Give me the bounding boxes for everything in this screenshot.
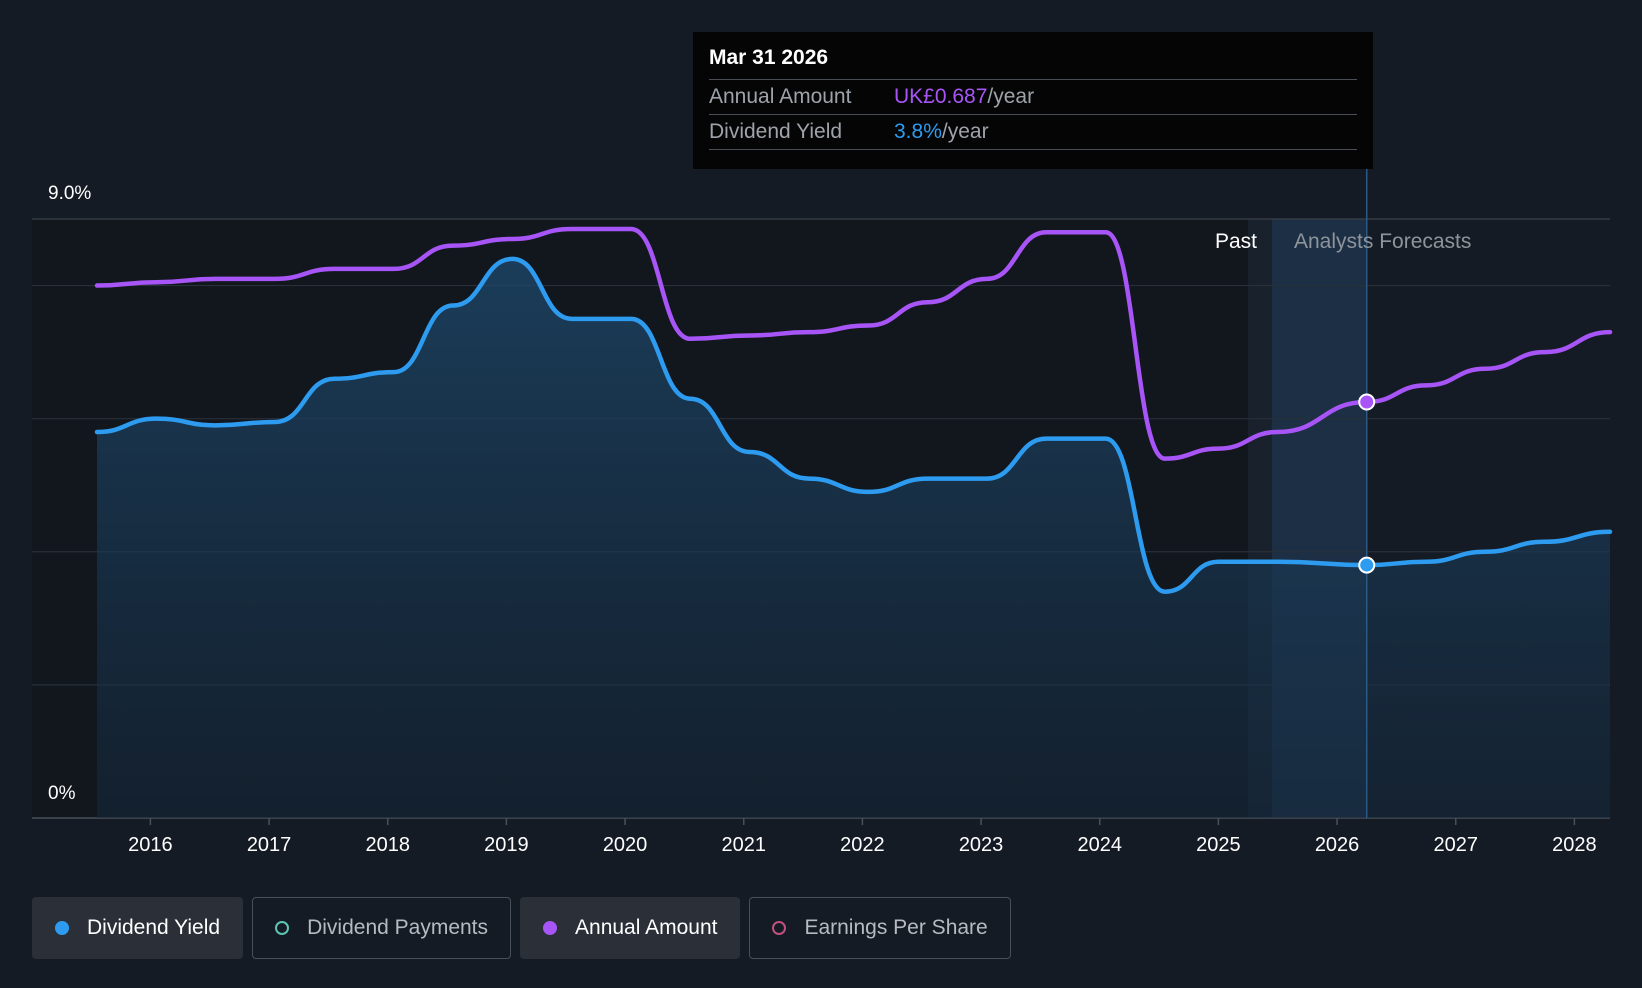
annual-amount-marker: [1358, 393, 1376, 411]
annual-amount-dot-icon: [543, 921, 558, 935]
x-tick-label-2019: 2019: [484, 834, 529, 856]
x-tick-label-2016: 2016: [128, 834, 173, 856]
legend-annual-amount-button[interactable]: Annual Amount: [520, 897, 741, 959]
x-tick-label-2026: 2026: [1315, 834, 1360, 856]
x-tick-label-2017: 2017: [247, 834, 292, 856]
x-tick-label-2022: 2022: [840, 834, 885, 856]
tooltip-row-dividend-yield: Dividend Yield 3.8% /year: [709, 115, 1357, 150]
x-tick-label-2020: 2020: [603, 834, 648, 856]
legend-dividend-yield-button[interactable]: Dividend Yield: [32, 897, 244, 959]
chart-tooltip: Mar 31 2026 Annual Amount UK£0.687 /year…: [693, 32, 1373, 169]
legend-dividend-payments-button[interactable]: Dividend Payments: [252, 897, 512, 959]
legend-earnings-per-share-button[interactable]: Earnings Per Share: [749, 897, 1011, 959]
x-tick-label-2018: 2018: [365, 834, 410, 856]
forecast-zone-label: Analysts Forecasts: [1294, 230, 1472, 253]
x-tick-label-2025: 2025: [1196, 834, 1241, 856]
tooltip-annual-amount-label: Annual Amount: [709, 85, 852, 108]
x-tick-label-2021: 2021: [721, 834, 766, 856]
chart-legend: Dividend Yield Dividend Payments Annual …: [32, 897, 1011, 959]
dividend-yield-dot-icon: [55, 921, 69, 935]
tooltip-dividend-yield-value: 3.8%: [894, 120, 942, 143]
tooltip-annual-amount-value: UK£0.687: [894, 85, 988, 108]
tooltip-date: Mar 31 2026: [709, 46, 1357, 80]
x-tick-label-2023: 2023: [959, 834, 1004, 856]
x-tick-label-2028: 2028: [1552, 834, 1597, 856]
y-axis-min-label: 0%: [48, 783, 76, 804]
x-tick-label-2024: 2024: [1077, 834, 1122, 856]
dividend-yield-line: [94, 256, 1613, 594]
dividend-yield-marker: [1358, 556, 1376, 574]
dividend-payments-ring-icon: [275, 921, 290, 935]
dividend-yield-area: [97, 258, 1610, 818]
tooltip-annual-amount-suffix: /year: [987, 85, 1035, 108]
earnings-per-share-ring-icon: [772, 921, 787, 935]
y-axis-max-label: 9.0%: [48, 183, 92, 204]
tooltip-dividend-yield-suffix: /year: [941, 120, 989, 143]
tooltip-dividend-yield-label: Dividend Yield: [709, 120, 843, 143]
past-zone-label: Past: [1215, 230, 1258, 253]
tooltip-row-annual-amount: Annual Amount UK£0.687 /year: [709, 80, 1357, 115]
annual-amount-line: [94, 226, 1613, 461]
legend-dividend-yield-label: Dividend Yield: [87, 916, 221, 939]
x-tick-label-2027: 2027: [1433, 834, 1478, 856]
legend-dividend-payments-label: Dividend Payments: [307, 916, 489, 939]
legend-annual-amount-label: Annual Amount: [575, 916, 718, 939]
legend-earnings-per-share-label: Earnings Per Share: [804, 916, 988, 939]
